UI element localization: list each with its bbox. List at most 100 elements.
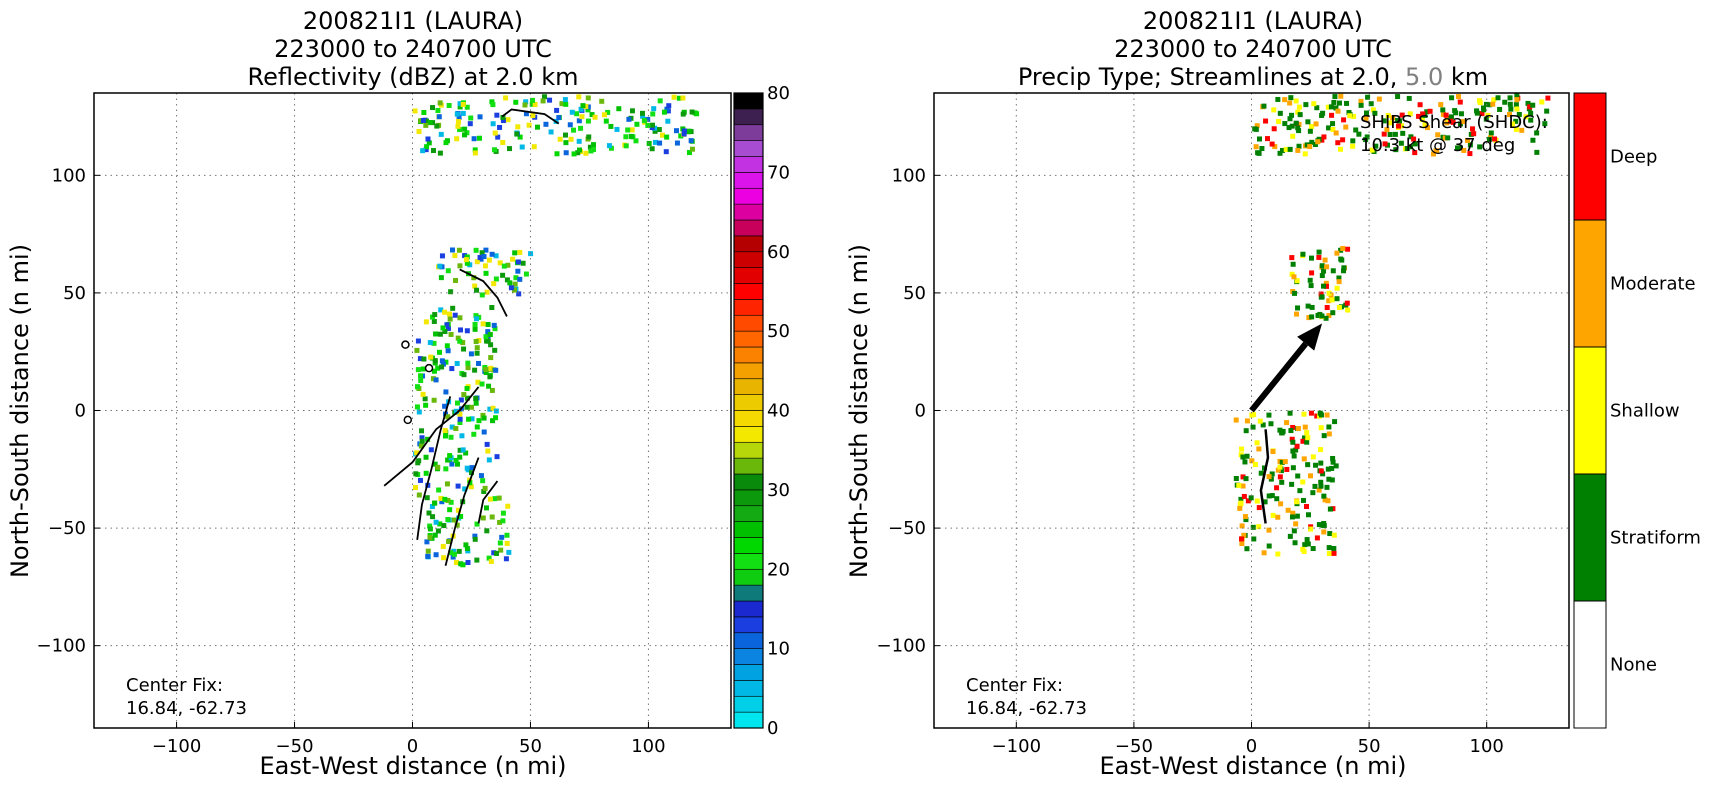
- echo-cell: [1453, 110, 1459, 116]
- echo-cell: [1390, 115, 1396, 121]
- echo-cell: [493, 367, 499, 373]
- echo-cell: [633, 138, 639, 144]
- echo-cell: [1340, 137, 1346, 143]
- echo-cell: [1364, 110, 1370, 116]
- echo-cell: [1442, 135, 1448, 141]
- echo-cell: [1408, 144, 1414, 150]
- echo-cell: [483, 270, 489, 276]
- colorbar-tick-label: 20: [767, 559, 790, 580]
- echo-cell: [464, 395, 470, 401]
- echo-cell: [498, 547, 504, 553]
- colorbar-bin: [733, 251, 764, 268]
- echo-cell: [559, 101, 565, 107]
- echo-cell: [457, 315, 463, 321]
- echo-cell: [420, 117, 426, 123]
- echo-cell: [447, 316, 453, 322]
- echo-cell: [657, 140, 663, 146]
- echo-cell: [1239, 446, 1245, 452]
- echo-cell: [511, 287, 517, 293]
- echo-cell: [463, 257, 469, 263]
- echo-cell: [1324, 412, 1330, 418]
- echo-cell: [1326, 313, 1332, 319]
- echo-cell: [1295, 147, 1301, 153]
- echo-cell: [1544, 108, 1550, 114]
- echo-cell: [437, 263, 443, 269]
- echo-cell: [1398, 123, 1404, 129]
- echo-cell: [1479, 111, 1485, 117]
- echo-cell: [1417, 102, 1423, 108]
- echo-cell: [1319, 313, 1325, 319]
- echo-cell: [492, 326, 498, 332]
- echo-cell: [651, 106, 657, 112]
- streamline: [1259, 429, 1270, 524]
- echo-cell: [1243, 428, 1249, 434]
- echo-cell: [1358, 102, 1364, 108]
- echo-cell: [1275, 467, 1281, 473]
- echo-cell: [1305, 435, 1311, 441]
- echo-cell: [1350, 143, 1356, 149]
- echo-cell: [1243, 517, 1249, 523]
- echo-cell: [680, 95, 686, 101]
- echo-cell: [425, 553, 431, 559]
- echo-cell: [634, 121, 640, 127]
- echo-cell: [437, 100, 443, 106]
- echo-cell: [1435, 132, 1441, 138]
- echo-cell: [1336, 305, 1342, 311]
- echo-cell: [1295, 473, 1301, 479]
- echo-cell: [462, 253, 468, 259]
- echo-cell: [1507, 112, 1513, 118]
- echo-cell: [688, 138, 694, 144]
- echo-cell: [1295, 305, 1301, 311]
- echo-cell: [489, 387, 495, 393]
- echo-cell: [1293, 120, 1299, 126]
- echo-cell: [510, 256, 516, 262]
- echo-cell: [486, 457, 492, 463]
- echo-cell: [460, 110, 466, 116]
- echo-cell: [645, 122, 651, 128]
- echo-cell: [442, 428, 448, 434]
- echo-cell: [476, 337, 482, 343]
- echo-cell: [1324, 283, 1330, 289]
- colorbar-bin: [733, 648, 764, 665]
- echo-cell: [427, 534, 433, 540]
- echo-cell: [1296, 143, 1302, 149]
- echo-cell: [465, 467, 471, 473]
- echo-cell: [486, 257, 492, 263]
- echo-cell: [436, 487, 442, 493]
- precip-type-colorbar: [1573, 92, 1607, 729]
- colorbar-tick-label: 40: [767, 401, 790, 422]
- echo-cell: [1240, 483, 1246, 489]
- echo-cell: [438, 131, 444, 137]
- echo-cell: [1301, 456, 1307, 462]
- x-tick-label: 50: [519, 736, 542, 757]
- echo-cell: [1411, 136, 1417, 142]
- echo-cell: [455, 483, 461, 489]
- echo-cell: [1336, 275, 1342, 281]
- echo-cell: [1307, 128, 1313, 134]
- echo-cell: [1467, 151, 1473, 157]
- echo-cell: [430, 314, 436, 320]
- echo-cell: [483, 369, 489, 375]
- echo-cell: [493, 253, 499, 259]
- echo-cell: [1241, 532, 1247, 538]
- echo-cell: [433, 377, 439, 383]
- echo-cell: [666, 103, 672, 109]
- echo-cell: [446, 538, 452, 544]
- echo-cell: [1330, 310, 1336, 316]
- echo-cell: [1404, 146, 1410, 152]
- echo-cell: [1513, 118, 1519, 124]
- colorbar-bin: [733, 235, 764, 253]
- echo-cell: [500, 118, 506, 124]
- echo-cell: [1419, 117, 1425, 123]
- echo-cell: [430, 514, 436, 520]
- echo-cell: [423, 118, 429, 124]
- echo-cell: [1318, 479, 1324, 485]
- y-tick-label: −100: [37, 636, 86, 657]
- echo-cell: [507, 146, 513, 152]
- echo-cell: [1339, 257, 1345, 263]
- echo-cell: [523, 271, 529, 277]
- echo-cell: [472, 283, 478, 289]
- echo-cell: [1373, 143, 1379, 149]
- echo-cell: [1278, 468, 1284, 474]
- echo-cell: [496, 495, 502, 501]
